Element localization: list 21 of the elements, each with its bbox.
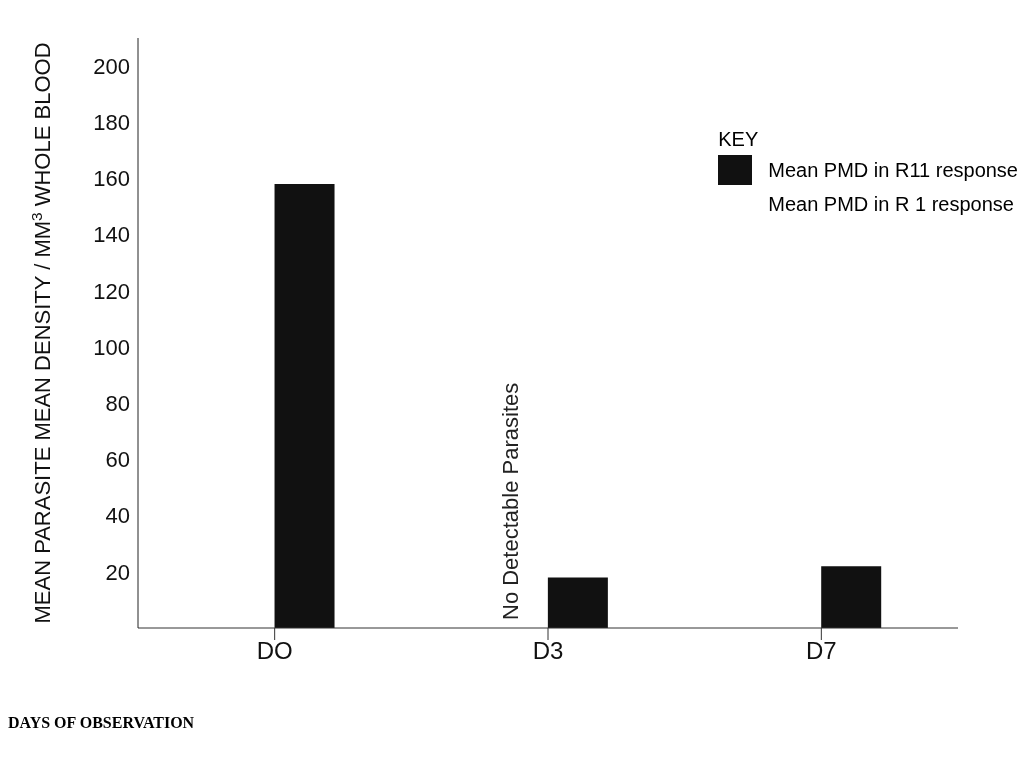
annotation: No Detectable Parasites (498, 382, 523, 620)
x-tick-label: D7 (805, 637, 837, 665)
y-tick-label: 80 (105, 391, 130, 417)
legend-label: Mean PMD in R11 response (768, 158, 1018, 182)
y-tick-label: 40 (105, 503, 130, 529)
y-tick-label: 60 (105, 447, 130, 473)
bar (547, 577, 608, 628)
x-tick-label: D3 (532, 637, 564, 665)
text: Mean PMD in R 1 response (768, 192, 1014, 216)
legend-title: KEY (718, 128, 760, 151)
y-tick-label: 180 (93, 110, 130, 136)
y-tick-label: 140 (93, 222, 130, 248)
x-axis-title: DAYS OF OBSERVATION (8, 714, 195, 732)
x-tick-label: DO (256, 637, 293, 665)
y-tick-label: 120 (93, 278, 130, 304)
y-tick-label: 100 (93, 334, 130, 360)
bar (274, 184, 335, 628)
bar (821, 566, 882, 628)
y-tick-label: 20 (105, 559, 130, 585)
y-tick-label: 200 (93, 53, 130, 79)
y-tick-label: 160 (93, 166, 130, 192)
